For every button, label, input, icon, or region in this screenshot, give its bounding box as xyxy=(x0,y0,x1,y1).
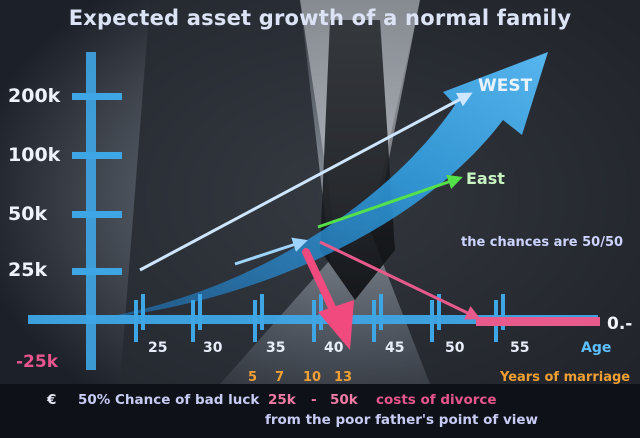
east-arrow xyxy=(317,174,463,229)
marriage-label: Years of marriage xyxy=(500,370,631,385)
zero-label: 0.- xyxy=(607,314,633,334)
x-tick-bar xyxy=(253,300,257,342)
y-tick-label: 200k xyxy=(8,85,61,107)
west-arrow xyxy=(139,92,473,272)
x-tick-label: 55 xyxy=(510,340,530,356)
chances-label: the chances are 50/50 xyxy=(461,235,624,250)
x-tick-label: 30 xyxy=(203,340,223,356)
pov-text: from the poor father's point of view xyxy=(265,412,539,428)
drop-arrow-head xyxy=(318,300,354,350)
drop-arrow xyxy=(302,248,340,320)
x-tick-bar xyxy=(198,294,202,330)
x-tick-label: 25 xyxy=(148,340,168,356)
x-tick-label: 40 xyxy=(324,340,344,356)
y-tick-label-negative: -25k xyxy=(16,352,59,372)
east-label: East xyxy=(466,169,505,188)
x-tick-label: 35 xyxy=(266,340,286,356)
x-tick-label: 50 xyxy=(445,340,465,356)
x-tick-bar xyxy=(430,300,434,342)
y-tick-bar xyxy=(72,93,122,100)
marriage-year: 5 xyxy=(248,370,258,385)
x-tick-bar xyxy=(501,294,505,330)
growth-arrow xyxy=(88,52,548,320)
x-tick-bar xyxy=(191,300,195,342)
x-tick-bar xyxy=(141,294,145,330)
cost-high: 50k xyxy=(330,392,358,408)
x-axis-label: Age xyxy=(581,340,612,356)
x-tick-bar xyxy=(379,294,383,330)
west-label: WEST xyxy=(478,76,533,96)
y-tick-label: 50k xyxy=(8,203,48,225)
cost-low: 25k xyxy=(268,392,296,408)
marriage-year: 10 xyxy=(303,370,322,385)
y-tick-bar xyxy=(72,268,122,275)
y-tick-label: 25k xyxy=(8,259,48,281)
x-tick-bar xyxy=(372,300,376,342)
x-tick-label: 45 xyxy=(385,340,405,356)
midpoint-arrow xyxy=(234,237,308,266)
marriage-year: 13 xyxy=(334,370,353,385)
x-tick-bar xyxy=(260,294,264,330)
y-tick-bar xyxy=(72,152,122,159)
zero-assets-line xyxy=(476,317,600,326)
x-tick-bar xyxy=(312,300,316,342)
marriage-year: 7 xyxy=(275,370,285,385)
bad-luck-text: 50% Chance of bad luck xyxy=(78,392,260,408)
divorce-arrow xyxy=(319,240,481,320)
y-tick-label: 100k xyxy=(8,144,61,166)
footer-band xyxy=(0,384,640,438)
chart-title: Expected asset growth of a normal family xyxy=(68,6,572,30)
y-tick-bar xyxy=(72,211,122,218)
euro-symbol: € xyxy=(47,392,57,408)
x-tick-bar xyxy=(134,300,138,342)
divorce-costs-text: costs of divorce xyxy=(376,392,497,408)
cost-dash: - xyxy=(311,392,317,408)
x-tick-bar xyxy=(437,294,441,330)
